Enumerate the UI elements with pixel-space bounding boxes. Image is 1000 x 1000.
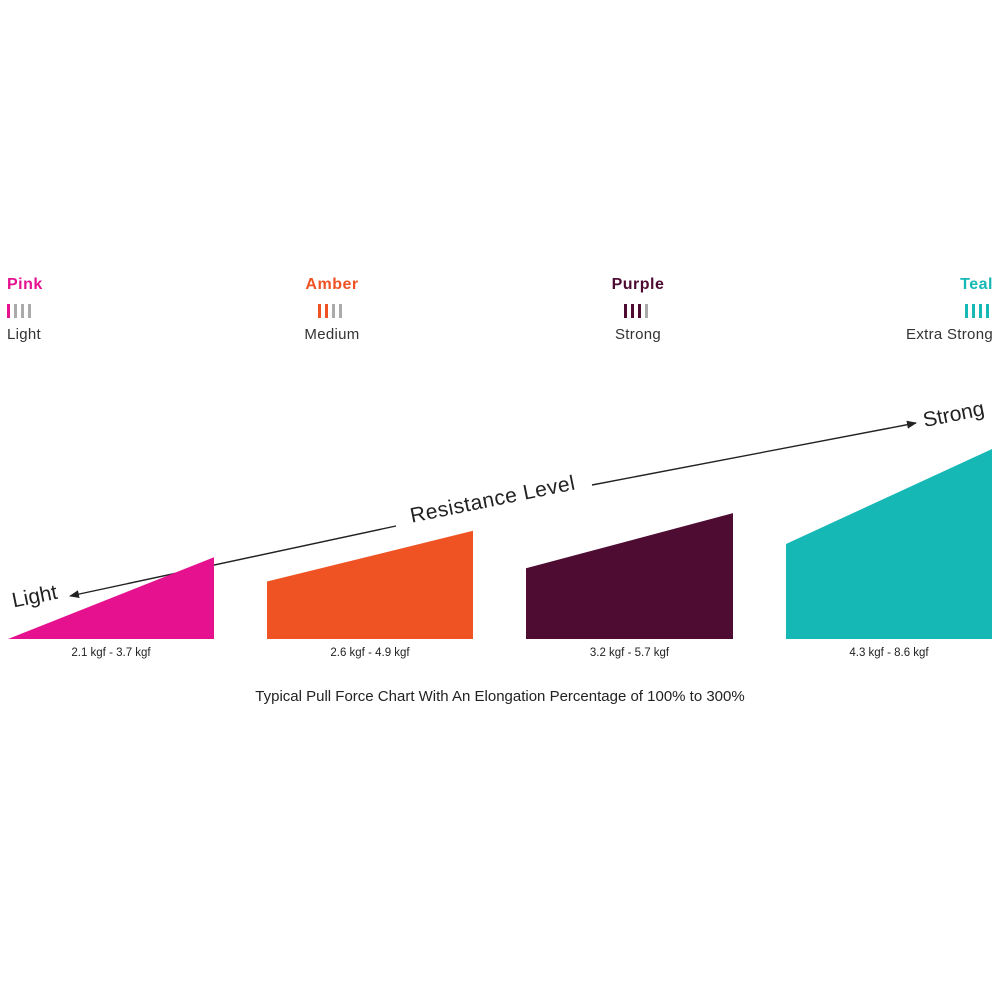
strength-bar	[21, 304, 24, 318]
legend-item-teal: Teal Extra Strong	[843, 276, 993, 343]
legend-item-purple: Purple Strong	[563, 276, 713, 343]
arrow-right-label: Strong	[921, 397, 986, 432]
strength-bar	[638, 304, 641, 318]
strength-bar	[965, 304, 968, 318]
resistance-level-label: Resistance Level	[408, 472, 577, 528]
arrow-left-line	[69, 525, 397, 599]
range-label: 4.3 kgf - 8.6 kgf	[849, 647, 929, 659]
strength-bar	[339, 304, 342, 318]
legend-level: Light	[7, 326, 42, 343]
strength-bar	[631, 304, 634, 318]
bar-pink	[8, 557, 214, 639]
strength-bar	[14, 304, 17, 318]
legend-item-pink: Pink Light	[7, 276, 157, 343]
range-label: 2.6 kgf - 4.9 kgf	[330, 647, 410, 659]
pull-force-chart: Resistance Level Light Strong 2.1 kgf - …	[8, 397, 992, 659]
strength-bar	[624, 304, 627, 318]
strength-bar	[645, 304, 648, 318]
strength-bars-icon	[563, 304, 713, 322]
strength-bars-icon	[843, 304, 993, 322]
strength-bars-icon	[257, 304, 407, 322]
strength-bars-icon	[7, 304, 157, 322]
legend-item-amber: Amber Medium	[257, 276, 407, 343]
legend-name: Amber	[305, 276, 359, 293]
bar-amber	[267, 530, 473, 639]
bars-group	[8, 449, 992, 639]
legend-level: Extra Strong	[906, 326, 993, 343]
range-labels: 2.1 kgf - 3.7 kgf 2.6 kgf - 4.9 kgf 3.2 kg…	[71, 647, 929, 659]
strength-bar	[28, 304, 31, 318]
strength-bar	[7, 304, 10, 318]
strength-bar	[972, 304, 975, 318]
strength-bar	[318, 304, 321, 318]
range-label: 3.2 kgf - 5.7 kgf	[590, 647, 670, 659]
strength-bar	[332, 304, 335, 318]
chart-caption: Typical Pull Force Chart With An Elongat…	[255, 688, 745, 705]
arrow-left-label: Light	[10, 581, 59, 613]
bar-purple	[526, 513, 733, 639]
legend-level: Medium	[304, 326, 360, 343]
bar-teal	[786, 449, 992, 639]
legend-name: Teal	[960, 276, 993, 293]
legend-level: Strong	[615, 326, 661, 343]
range-label: 2.1 kgf - 3.7 kgf	[71, 647, 151, 659]
legend-name: Purple	[611, 276, 665, 293]
legend-name: Pink	[7, 276, 43, 293]
strength-bar	[325, 304, 328, 318]
arrow-right-line	[591, 420, 917, 486]
strength-bar	[986, 304, 989, 318]
strength-bar	[979, 304, 982, 318]
